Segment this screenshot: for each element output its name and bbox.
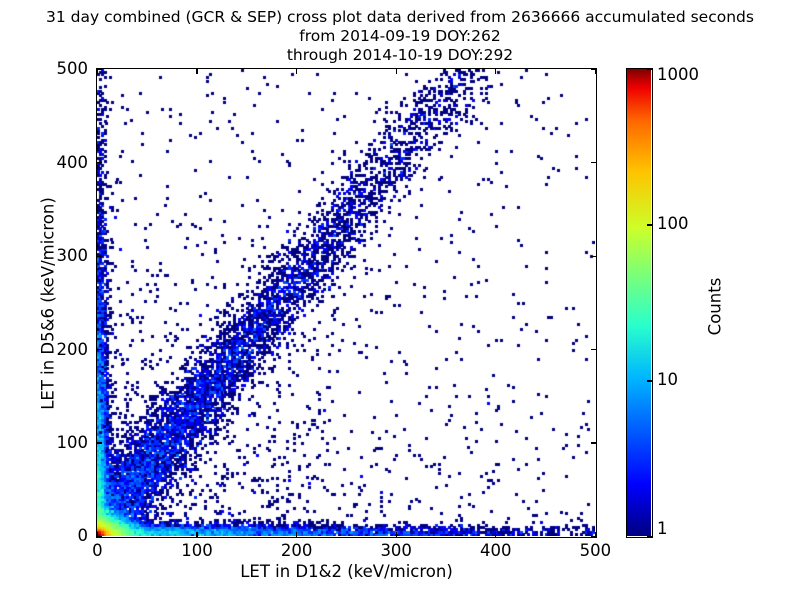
- colorbar-tick: [646, 68, 652, 71]
- y-axis-tick-label: 500: [56, 59, 89, 79]
- y-axis-tick: [97, 68, 103, 71]
- colorbar-gradient: [627, 69, 651, 536]
- x-axis-tick-top: [295, 69, 298, 75]
- x-axis-tick: [295, 531, 298, 537]
- y-axis-tick-right: [590, 535, 596, 538]
- x-axis-tick-label: 500: [579, 541, 612, 560]
- y-axis-tick-right: [590, 255, 596, 257]
- colorbar-tick: [646, 535, 652, 538]
- colorbar: [626, 68, 653, 538]
- colorbar-tick-label: 100: [657, 214, 689, 234]
- y-axis-tick: [97, 535, 103, 538]
- x-axis-tick-label: 400: [480, 541, 512, 560]
- x-axis-tick-top: [395, 69, 397, 75]
- y-axis-title: LET in D5&6 (keV/micron): [38, 197, 58, 410]
- colorbar-title: Counts: [705, 277, 725, 336]
- y-axis-tick-label: 400: [56, 152, 89, 172]
- colorbar-tick-label: 10: [657, 369, 678, 389]
- colorbar-tick: [646, 380, 652, 382]
- y-axis-tick: [97, 162, 103, 164]
- colorbar-tick: [646, 224, 652, 226]
- x-axis-tick-top: [96, 69, 99, 75]
- plot-area: [96, 68, 597, 538]
- colorbar-tick-label: 1: [657, 518, 668, 538]
- page-title: 31 day combined (GCR & SEP) cross plot d…: [0, 8, 800, 65]
- x-axis-tick: [594, 531, 597, 537]
- density-scatter-plot: [97, 69, 595, 536]
- title-line-3: through 2014-10-19 DOY:292: [286, 46, 514, 64]
- x-axis-tick-label: 100: [181, 541, 213, 560]
- y-axis-tick: [97, 255, 103, 257]
- x-axis-tick-top: [495, 69, 497, 75]
- y-axis-tick-right: [590, 162, 596, 164]
- title-line-2: from 2014-09-19 DOY:262: [299, 27, 501, 45]
- x-axis-tick: [495, 531, 497, 537]
- y-axis-tick-label: 200: [56, 339, 89, 359]
- y-axis-tick-label: 300: [56, 246, 89, 266]
- colorbar-tick-label: 1000: [657, 65, 699, 85]
- x-axis-tick: [196, 531, 198, 537]
- x-axis-tick-label: 300: [380, 541, 412, 560]
- y-axis-tick: [97, 442, 103, 444]
- x-axis-title: LET in D1&2 (keV/micron): [240, 562, 453, 581]
- y-axis-tick-label: 100: [56, 433, 89, 452]
- y-axis-tick-label: 0: [77, 526, 89, 546]
- x-axis-tick-label: 200: [280, 541, 313, 560]
- y-axis-tick-right: [590, 442, 596, 444]
- title-line-1: 31 day combined (GCR & SEP) cross plot d…: [46, 8, 754, 26]
- x-axis-tick: [395, 531, 397, 537]
- x-axis-tick-top: [196, 69, 198, 75]
- x-axis-tick-top: [594, 69, 597, 75]
- y-axis-tick: [97, 348, 103, 351]
- y-axis-tick-right: [590, 348, 596, 351]
- y-axis-tick-right: [590, 68, 596, 71]
- x-axis-tick-label: 0: [92, 541, 103, 560]
- x-axis-tick: [96, 531, 99, 537]
